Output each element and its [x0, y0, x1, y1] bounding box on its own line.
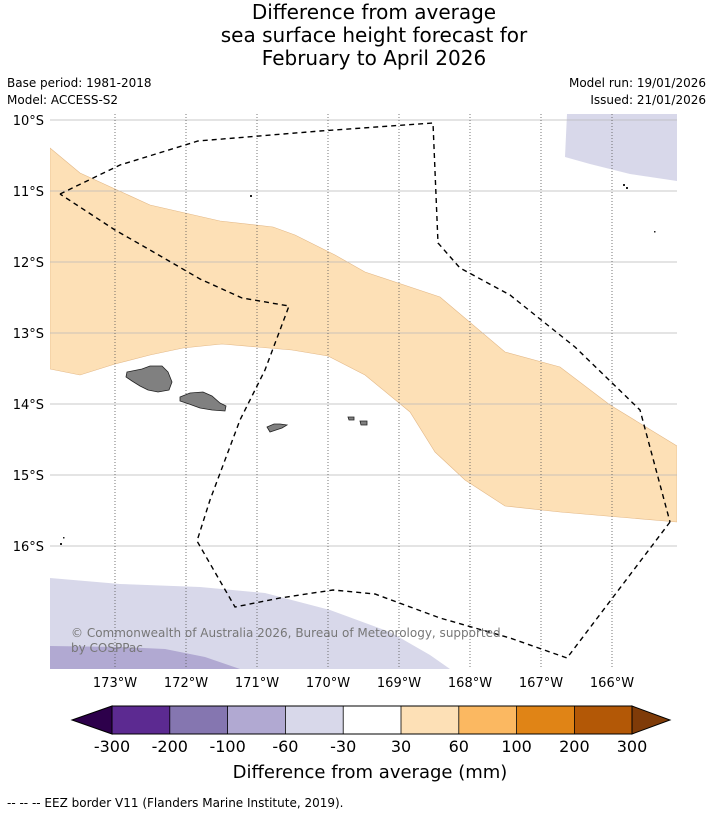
base-period: Base period: 1981-2018 — [7, 76, 152, 90]
lat-label-13s: 13°S — [13, 327, 44, 342]
model-run: Model run: 19/01/2026 — [568, 76, 706, 90]
colorbar-frame — [111, 705, 633, 735]
lat-label-10s: 10°S — [13, 114, 44, 129]
title-line-3: February to April 2026 — [261, 46, 487, 70]
cb-tick-neg200: -200 — [152, 737, 188, 756]
colorbar-segment-3 — [227, 706, 286, 734]
colorbar-label: Difference from average (mm) — [233, 762, 508, 783]
cb-tick-100: 100 — [501, 737, 532, 756]
colorbar-under-triangle — [70, 705, 113, 735]
lat-label-11s: 11°S — [13, 185, 44, 200]
cb-tick-neg60: -60 — [272, 737, 298, 756]
colorbar-segment-9 — [574, 706, 633, 734]
manua-island-2 — [359, 420, 368, 426]
chart-title: Difference from average sea surface heig… — [0, 1, 713, 70]
eez-samoa-border — [59, 122, 671, 523]
colorbar-segment-4 — [285, 706, 344, 734]
lon-tick-labels: 173°W 172°W 171°W 170°W 169°W 168°W 167°… — [93, 676, 634, 691]
cb-tick-neg300: -300 — [94, 737, 130, 756]
lon-label-170w: 170°W — [306, 676, 350, 691]
upolu-island — [179, 391, 227, 412]
lon-label-168w: 168°W — [448, 676, 492, 691]
colorbar-segment-2 — [169, 706, 228, 734]
eez-borders — [59, 122, 671, 659]
colorbar-segment-7 — [458, 706, 517, 734]
model-name: Model: ACCESS-S2 — [7, 93, 119, 107]
cb-tick-200: 200 — [559, 737, 590, 756]
lat-label-12s: 12°S — [13, 256, 44, 271]
southwest-stronger-negative-region — [50, 646, 240, 669]
map-area — [50, 114, 677, 669]
lon-label-169w: 169°W — [377, 676, 421, 691]
colorbar-segment-1 — [112, 706, 170, 734]
southwest-negative-region — [50, 578, 450, 669]
small-islets — [60, 184, 656, 545]
manua-island-1 — [347, 416, 355, 421]
copyright-notice: © Commonwealth of Australia 2026, Bureau… — [71, 626, 501, 655]
colorbar-over-triangle — [631, 705, 672, 735]
colorbar-tick-labels: -300 -200 -100 -60 -30 30 60 100 200 300 — [94, 737, 647, 756]
title-line-2: sea surface height forecast for — [220, 23, 528, 47]
lon-label-173w: 173°W — [93, 676, 137, 691]
cb-tick-neg30: -30 — [330, 737, 356, 756]
lat-label-16s: 16°S — [13, 540, 44, 555]
issued-date: Issued: 21/01/2026 — [590, 93, 706, 107]
lon-label-171w: 171°W — [235, 676, 279, 691]
cb-tick-60: 60 — [449, 737, 469, 756]
lat-tick-labels: 10°S 11°S 12°S 13°S 14°S 15°S 16°S — [13, 114, 44, 555]
lat-gridlines — [50, 119, 677, 547]
meta-left: Base period: 1981-2018 Model: ACCESS-S2 — [7, 75, 152, 109]
tutuila-island — [266, 423, 289, 433]
cb-tick-neg100: -100 — [209, 737, 245, 756]
lon-gridlines — [114, 114, 613, 669]
land-masses — [125, 365, 368, 433]
colorbar-segment-6 — [401, 706, 459, 734]
lat-label-15s: 15°S — [13, 469, 44, 484]
eez-american-samoa-border — [59, 193, 671, 659]
colorbar-segment-5 — [343, 706, 401, 734]
lon-label-167w: 167°W — [519, 676, 563, 691]
meta-right: Model run: 19/01/2026 Issued: 21/01/2026 — [569, 75, 706, 109]
positive-anomaly-band — [50, 147, 677, 523]
eez-footnote: -- -- -- EEZ border V11 (Flanders Marine… — [7, 796, 344, 810]
cb-tick-30: 30 — [391, 737, 411, 756]
lon-label-172w: 172°W — [164, 676, 208, 691]
colorbar-dividers — [169, 706, 575, 734]
colorbar-segment-8 — [516, 706, 575, 734]
lat-label-14s: 14°S — [13, 398, 44, 413]
cb-tick-300: 300 — [617, 737, 648, 756]
savaii-island — [125, 365, 173, 393]
northeast-negative-region — [565, 114, 677, 181]
lon-label-166w: 166°W — [590, 676, 634, 691]
colorbar: -300 -200 -100 -60 -30 30 60 100 200 300… — [70, 705, 672, 783]
title-line-1: Difference from average — [251, 0, 497, 24]
